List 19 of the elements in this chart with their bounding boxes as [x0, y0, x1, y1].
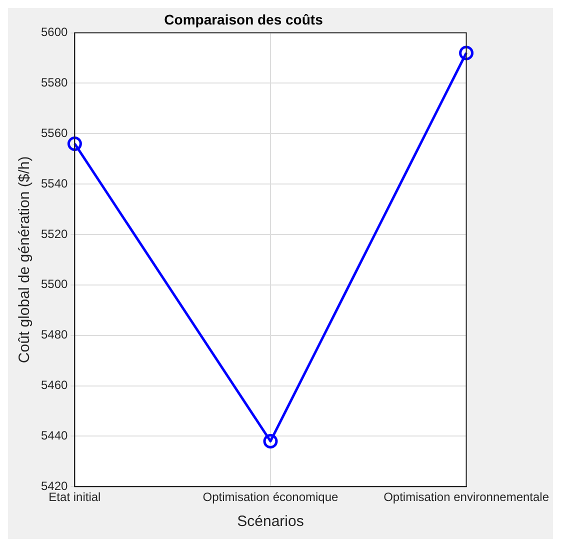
- y-tick-label: 5460: [40, 378, 68, 392]
- x-tick-label: Optimisation environnementale: [384, 490, 550, 504]
- x-tick-label: Etat initial: [48, 490, 101, 504]
- x-tick-label: Optimisation économique: [202, 490, 339, 504]
- y-tick-label: 5580: [40, 76, 68, 90]
- point: [263, 434, 278, 448]
- y-tick-label: 5440: [40, 428, 68, 442]
- y-axis-title: Coût global de génération ($/h): [16, 156, 34, 364]
- y-tick-label: 5560: [40, 126, 68, 140]
- point: [67, 136, 82, 151]
- y-tick-label: 5480: [40, 328, 68, 342]
- point: [459, 46, 474, 60]
- y-tick-label: 5420: [40, 478, 68, 493]
- y-tick-label: 5520: [40, 226, 68, 241]
- y-tick-label: 5540: [40, 176, 68, 190]
- y-tick-label: 5500: [40, 277, 68, 292]
- x-axis-title: Scénarios: [237, 513, 304, 530]
- y-tick-label: 5600: [40, 25, 68, 40]
- chart-title: Comparaison des coûts: [164, 11, 324, 28]
